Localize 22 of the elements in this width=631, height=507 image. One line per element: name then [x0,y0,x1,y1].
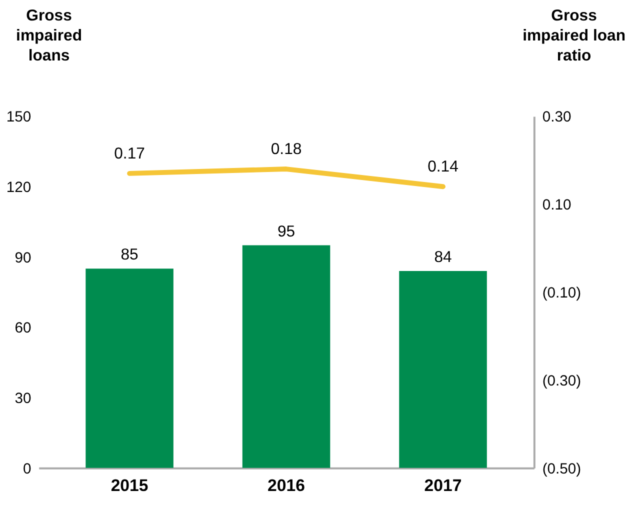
data-label: 84 [434,249,452,266]
data-label: 85 [120,246,139,264]
data-label: 0.14 [428,158,459,176]
y-tick-label: 90 [14,250,32,266]
y-tick-label: 0 [22,461,32,478]
y2-axis-title: Gross impaired loan ratio [522,8,626,64]
y2-tick-label: 0.30 [542,110,572,126]
y2-tick-label: (0.10) [542,286,582,302]
data-label: 0.17 [114,146,145,163]
y-tick-label: 120 [6,180,32,196]
y2-tick-label: (0.50) [542,461,582,478]
x-tick-label: 2017 [424,476,462,496]
y-tick-label: 150 [6,110,32,126]
x-tick-label: 2015 [110,476,148,496]
data-label: 95 [277,223,296,240]
x-tick-label: 2016 [268,476,305,496]
y2-tick-label: 0.10 [542,198,572,214]
y-tick-label: 60 [14,320,32,337]
y2-tick-label: (0.30) [542,373,582,390]
y-tick-label: 30 [14,391,32,408]
data-label: 0.18 [270,141,302,158]
y-axis-title: Gross impaired loans [16,8,82,64]
